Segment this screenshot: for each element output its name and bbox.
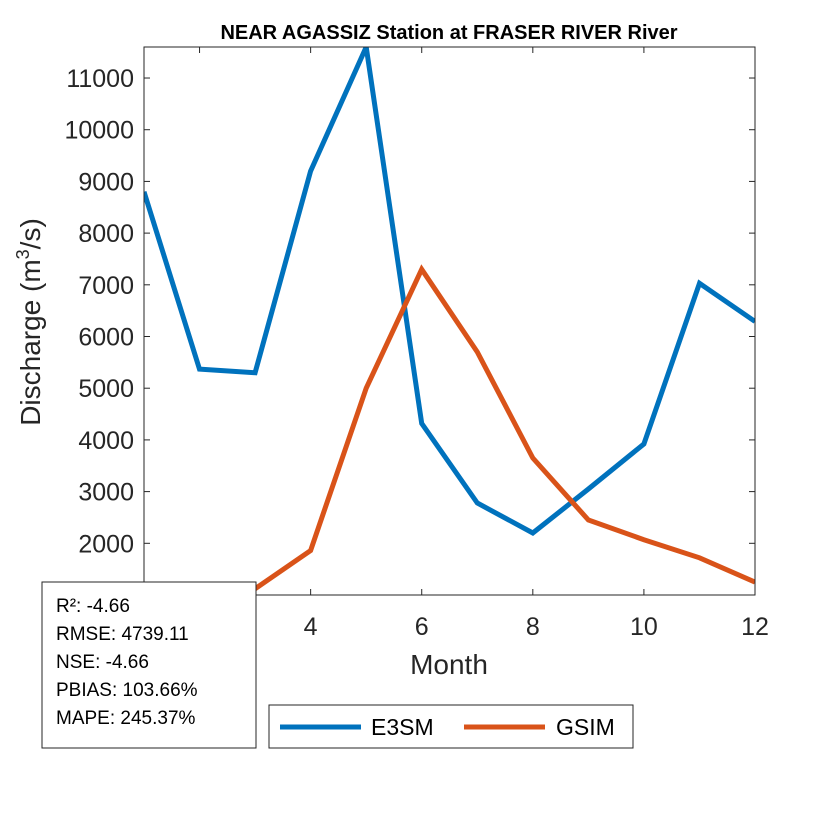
stats-pbias: PBIAS: 103.66% bbox=[56, 680, 198, 701]
y-axis-label-end: /s) bbox=[15, 218, 46, 249]
stats-rmse: RMSE: 4739.11 bbox=[56, 624, 189, 645]
y-axis-label-superscript: 3 bbox=[13, 249, 33, 259]
axis-ticks: 2468101220003000400050006000700080009000… bbox=[64, 47, 769, 641]
y-tick-label: 8000 bbox=[78, 220, 134, 248]
y-tick-label: 2000 bbox=[78, 530, 134, 558]
legend-label-e3sm: E3SM bbox=[371, 714, 434, 740]
chart-title: NEAR AGASSIZ Station at FRASER RIVER Riv… bbox=[220, 22, 677, 44]
y-axis-label-main: Discharge (m bbox=[15, 259, 46, 425]
y-tick-label: 7000 bbox=[78, 272, 134, 300]
legend: E3SM GSIM bbox=[268, 704, 634, 749]
stats-r2: R²: -4.66 bbox=[56, 596, 130, 617]
x-tick-label: 6 bbox=[415, 613, 429, 641]
x-tick-label: 4 bbox=[304, 613, 318, 641]
legend-label-gsim: GSIM bbox=[556, 714, 615, 740]
y-tick-label: 4000 bbox=[78, 427, 134, 455]
y-tick-label: 5000 bbox=[78, 375, 134, 403]
x-tick-label: 8 bbox=[526, 613, 540, 641]
stats-mape: MAPE: 245.37% bbox=[56, 708, 196, 729]
plot-frame bbox=[143, 46, 756, 596]
y-tick-label: 10000 bbox=[64, 117, 134, 145]
y-tick-label: 11000 bbox=[66, 65, 134, 93]
y-tick-label: 9000 bbox=[78, 168, 134, 196]
plot-area bbox=[144, 47, 755, 595]
stats-box: R²: -4.66 RMSE: 4739.11 NSE: -4.66 PBIAS… bbox=[41, 581, 257, 749]
stats-box-frame bbox=[41, 581, 257, 749]
x-axis-label: Month bbox=[410, 649, 488, 680]
series-line-e3sm bbox=[144, 47, 755, 536]
x-tick-label: 10 bbox=[630, 613, 658, 641]
stats-nse: NSE: -4.66 bbox=[56, 652, 149, 673]
y-axis-label: Discharge (m3/s) bbox=[13, 218, 46, 426]
y-tick-label: 6000 bbox=[78, 324, 134, 352]
y-tick-label: 3000 bbox=[78, 479, 134, 507]
x-tick-label: 12 bbox=[741, 613, 769, 641]
